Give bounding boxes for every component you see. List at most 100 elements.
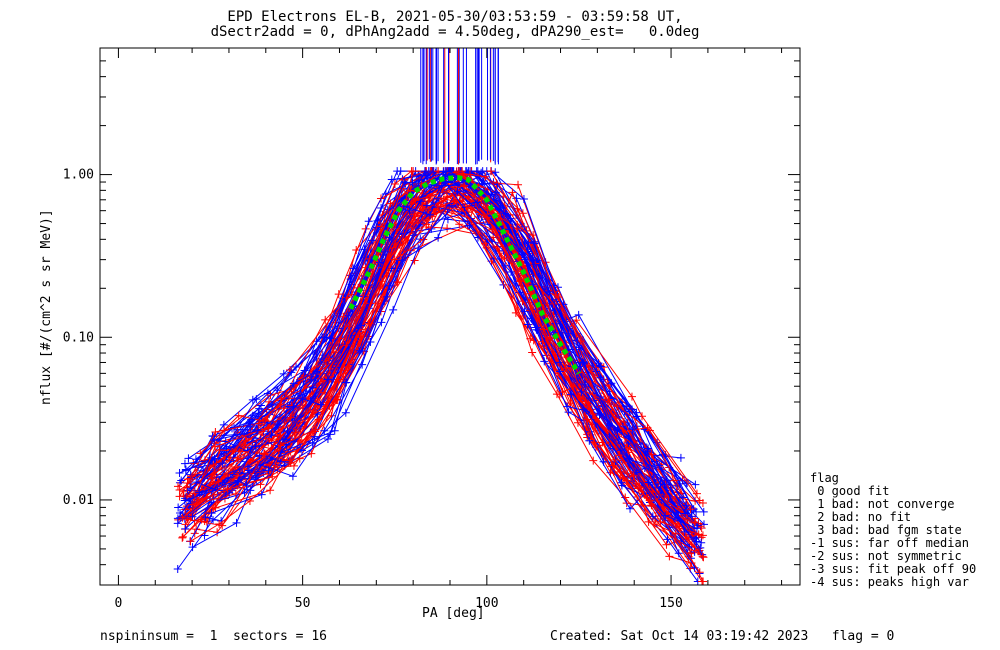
data-point — [308, 438, 317, 447]
fit-curve-layer — [348, 174, 582, 375]
data-point — [181, 466, 190, 475]
series-line — [197, 195, 699, 552]
data-point — [316, 400, 325, 409]
data-point — [420, 167, 429, 176]
data-point — [508, 188, 517, 197]
data-point — [300, 366, 309, 375]
data-point — [695, 568, 704, 577]
data-point — [526, 334, 535, 343]
data-point — [411, 196, 420, 205]
data-point — [285, 456, 294, 465]
data-point — [572, 316, 581, 325]
data-point — [405, 206, 414, 215]
legend-item: 3 bad: bad fgm state — [810, 523, 962, 537]
data-point — [247, 445, 256, 454]
data-point — [264, 423, 273, 432]
data-point — [623, 469, 632, 478]
spike-lines-layer — [420, 48, 499, 165]
data-point — [556, 367, 565, 376]
data-point — [656, 517, 665, 526]
x-tick-label: 50 — [295, 596, 311, 611]
data-point — [486, 167, 495, 176]
data-point — [178, 533, 187, 542]
data-point — [180, 496, 189, 505]
data-point — [482, 213, 491, 222]
data-point — [365, 319, 374, 328]
series-line — [206, 170, 692, 510]
data-point — [443, 224, 452, 233]
data-point — [260, 449, 269, 458]
data-point — [342, 378, 351, 387]
data-point — [246, 422, 255, 431]
data-point — [282, 440, 291, 449]
x-tick-label: 0 — [115, 596, 123, 611]
data-point — [425, 210, 434, 219]
data-point — [181, 524, 190, 533]
data-point — [691, 480, 700, 489]
data-point — [259, 417, 268, 426]
data-point — [202, 517, 211, 526]
data-point — [174, 503, 183, 512]
data-point — [260, 449, 269, 458]
data-point — [514, 180, 523, 189]
data-point — [655, 461, 664, 470]
data-point — [558, 388, 567, 397]
series-line — [185, 189, 692, 564]
data-point — [617, 481, 626, 490]
series-line — [177, 224, 692, 570]
data-point — [554, 292, 563, 301]
data-point — [699, 507, 708, 516]
data-point — [323, 435, 332, 444]
data-point — [173, 564, 182, 573]
data-point — [589, 456, 598, 465]
data-point — [225, 488, 234, 497]
data-point — [390, 240, 399, 249]
data-point — [312, 367, 321, 376]
data-point — [241, 436, 250, 445]
data-point — [218, 521, 227, 530]
data-point — [449, 191, 458, 200]
legend-item: 0 good fit — [810, 484, 890, 498]
data-point — [341, 408, 350, 417]
footer-left: nspininsum = 1 sectors = 16 — [100, 629, 327, 644]
data-point — [173, 482, 182, 491]
axes-layer: 0 50 100 150 0.01 0.10 1.00 — [63, 47, 800, 611]
data-point — [273, 419, 282, 428]
data-point — [626, 504, 635, 513]
data-point — [507, 267, 516, 276]
data-point — [674, 549, 683, 558]
data-point — [256, 401, 265, 410]
data-point — [643, 423, 652, 432]
series-line — [193, 170, 693, 536]
data-point — [281, 435, 290, 444]
data-point — [644, 444, 653, 453]
data-point — [552, 390, 561, 399]
data-point — [310, 427, 319, 436]
series-line — [199, 180, 701, 549]
data-point — [578, 358, 587, 367]
data-point — [613, 426, 622, 435]
data-point — [211, 427, 220, 436]
data-point — [410, 210, 419, 219]
data-point — [215, 446, 224, 455]
series-line — [196, 201, 687, 535]
data-point — [175, 485, 184, 494]
data-point — [320, 426, 329, 435]
data-point — [473, 198, 482, 207]
data-point — [357, 321, 366, 330]
data-point — [276, 441, 285, 450]
data-point — [251, 442, 260, 451]
data-point — [283, 427, 292, 436]
series-line — [205, 190, 688, 540]
data-point — [625, 454, 634, 463]
data-point — [277, 394, 286, 403]
data-point — [328, 368, 337, 377]
data-point — [585, 436, 594, 445]
data-point — [183, 479, 192, 488]
data-point — [574, 310, 583, 319]
data-point — [390, 180, 399, 189]
data-point — [661, 511, 670, 520]
data-point — [211, 442, 220, 451]
footer-right: Created: Sat Oct 14 03:19:42 2023 flag =… — [550, 629, 895, 644]
data-point — [373, 216, 382, 225]
